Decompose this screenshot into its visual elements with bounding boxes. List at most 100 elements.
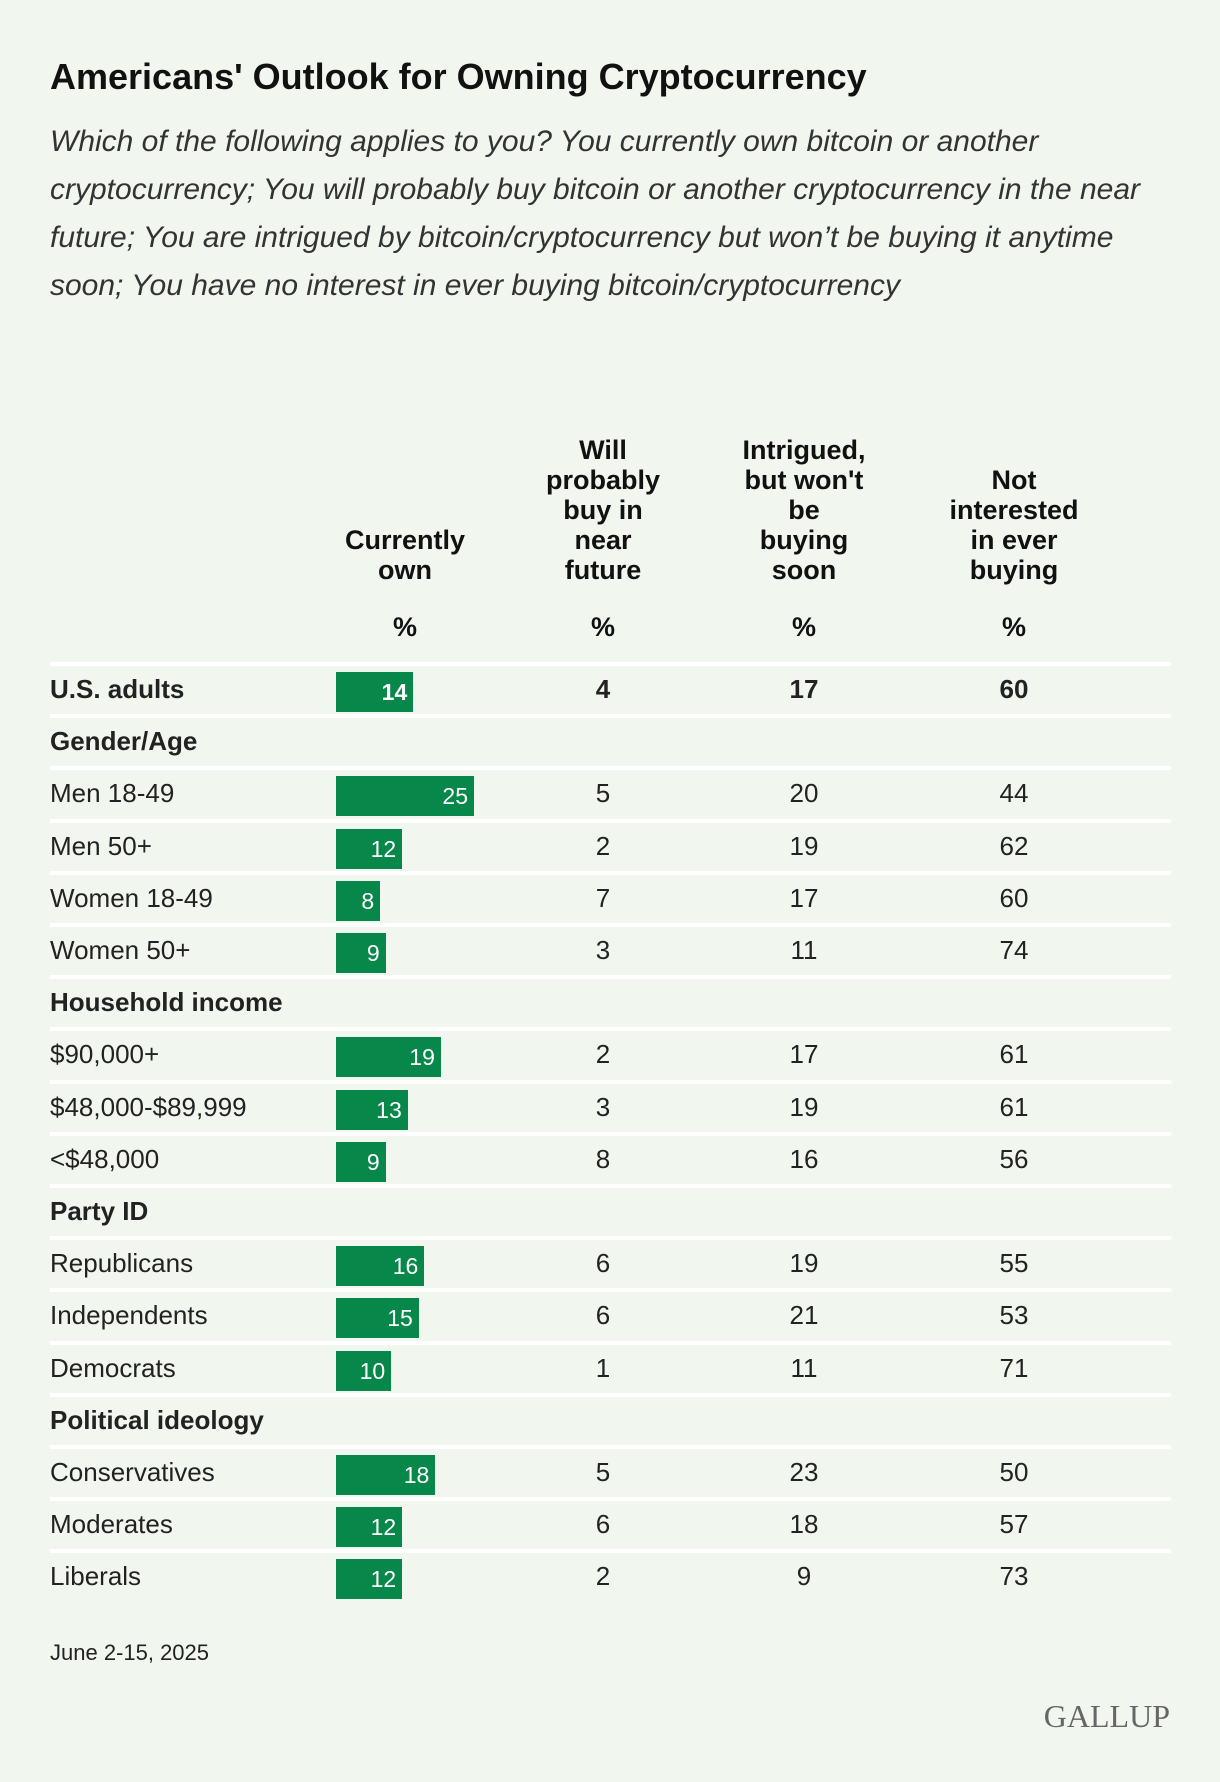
row-label: Women 50+: [50, 935, 191, 965]
value-cell: 61: [999, 1039, 1029, 1070]
table-row: $48,000-$89,999 13 3 19 61: [50, 1079, 1171, 1132]
bar-currently-own: 12: [336, 1559, 403, 1600]
column-header: Currently own: [315, 430, 495, 585]
row-label: <$48,000: [50, 1143, 160, 1174]
value-cell: 17: [789, 1039, 819, 1070]
column-unit: %: [392, 612, 417, 642]
group-header-row: Party ID: [50, 1184, 1171, 1236]
bar-currently-own: 13: [336, 1089, 408, 1130]
value-cell: 6: [595, 1300, 611, 1331]
value-cell: 11: [790, 1352, 818, 1383]
column-header-line: near: [574, 525, 632, 555]
table-row: <$48,000 9 8 16 56: [50, 1131, 1171, 1184]
column-header-line: buying: [759, 525, 849, 555]
value-cell: 55: [999, 1248, 1029, 1279]
row-label: Liberals: [50, 1561, 142, 1592]
table-row: Women 50+ 9 3 11 74: [50, 923, 1171, 975]
row-label: U.S. adults: [50, 674, 185, 704]
value-cell: 16: [789, 1143, 819, 1174]
bar-currently-own: 25: [336, 776, 474, 817]
value-cell: 5: [595, 778, 611, 809]
row-label: Moderates: [50, 1509, 173, 1540]
value-cell: 3: [595, 1091, 611, 1122]
value-cell: 9: [796, 1561, 812, 1592]
value-cell: 6: [595, 1509, 611, 1540]
value-cell: 18: [789, 1509, 819, 1540]
value-cell: 4: [595, 674, 611, 704]
value-cell: 8: [595, 1143, 611, 1174]
row-label: $90,000+: [50, 1039, 160, 1070]
value-cell: 3: [595, 935, 611, 965]
value-cell: 2: [595, 830, 611, 861]
bar-currently-own: 14: [336, 672, 414, 712]
column-header: U f: [1100, 430, 1171, 585]
group-header-row: Gender/Age: [50, 714, 1171, 766]
value-cell: 20: [789, 778, 819, 809]
value-cell: 60: [999, 674, 1029, 704]
value-cell: 17: [789, 674, 819, 704]
column-header: Will probably buy in near future: [513, 430, 693, 585]
value-cell: 19: [789, 1248, 819, 1279]
table-row: Men 18-49 25 5 20 44: [50, 766, 1171, 818]
value-cell: 2: [595, 1039, 611, 1070]
column-unit: %: [1001, 612, 1026, 642]
value-cell: 44: [999, 778, 1029, 809]
table-row: Democrats 10 1 11 71: [50, 1340, 1171, 1393]
row-label: Household income: [50, 987, 283, 1018]
bar-currently-own: 9: [336, 933, 386, 973]
table-row: Women 18-49 8 7 17 60: [50, 870, 1171, 923]
row-label: Men 50+: [50, 830, 152, 861]
data-table: Currently own% Will probably buy in near futur…: [50, 430, 1171, 1601]
row-label: Gender/Age: [50, 726, 198, 757]
survey-date: June 2-15, 2025: [50, 1640, 210, 1665]
column-header-line: Will: [579, 435, 627, 465]
row-label: Party ID: [50, 1196, 149, 1226]
row-label: Conservatives: [50, 1457, 215, 1487]
table-row: Men 50+ 12 2 19 62: [50, 818, 1171, 871]
value-cell: 5: [595, 1457, 611, 1487]
value-cell: 7: [595, 882, 611, 913]
row-label: Democrats: [50, 1352, 176, 1383]
bar-currently-own: 10: [336, 1350, 392, 1391]
chart-subtitle: Which of the following applies to you? Y…: [50, 125, 1141, 302]
column-header-line: buy in: [563, 495, 643, 525]
column-header-line: Not: [991, 465, 1037, 495]
bar-currently-own: 12: [336, 828, 403, 869]
row-label: Men 18-49: [50, 778, 175, 809]
value-cell: 2: [595, 1561, 611, 1592]
table-row: Liberals 12 2 9 73: [50, 1549, 1171, 1601]
bar-currently-own: 18: [336, 1455, 436, 1495]
value-cell: 56: [999, 1143, 1029, 1174]
group-header-row: Political ideology: [50, 1392, 1171, 1445]
table-row: $90,000+ 19 2 17 61: [50, 1027, 1171, 1079]
column-header: Not interested in ever buying: [924, 430, 1104, 585]
value-cell: 62: [999, 830, 1029, 861]
value-cell: 1: [595, 1352, 611, 1383]
value-cell: 71: [999, 1352, 1029, 1383]
value-cell: 11: [790, 935, 818, 965]
column-header-line: Intrigued,: [742, 435, 866, 465]
bar-currently-own: 8: [336, 880, 381, 921]
bar-currently-own: 16: [336, 1246, 425, 1287]
row-label: Political ideology: [50, 1404, 264, 1435]
gallup-logo: GALLUP: [1043, 1698, 1170, 1734]
table-row: Independents 15 6 21 53: [50, 1288, 1171, 1340]
value-cell: 19: [789, 830, 819, 861]
table-row: Conservatives 18 5 23 50: [50, 1445, 1171, 1497]
bar-currently-own: 15: [336, 1298, 419, 1339]
column-header-line: own: [378, 555, 432, 585]
column-header-line: future: [564, 555, 642, 585]
column-unit: %: [590, 612, 615, 642]
row-label: Women 18-49: [50, 882, 213, 913]
column-header-line: be: [788, 495, 820, 525]
row-label: $48,000-$89,999: [50, 1091, 247, 1122]
bar-currently-own: 12: [336, 1507, 403, 1548]
value-cell: 60: [999, 882, 1029, 913]
bar-currently-own: 19: [336, 1037, 441, 1078]
column-header-line: Currently: [344, 525, 466, 555]
value-cell: 21: [789, 1300, 819, 1331]
value-cell: 6: [595, 1248, 611, 1279]
table-row: U.S. adults 14 4 17 60: [50, 662, 1171, 714]
group-header-row: Household income: [50, 975, 1171, 1027]
value-cell: 53: [999, 1300, 1029, 1331]
